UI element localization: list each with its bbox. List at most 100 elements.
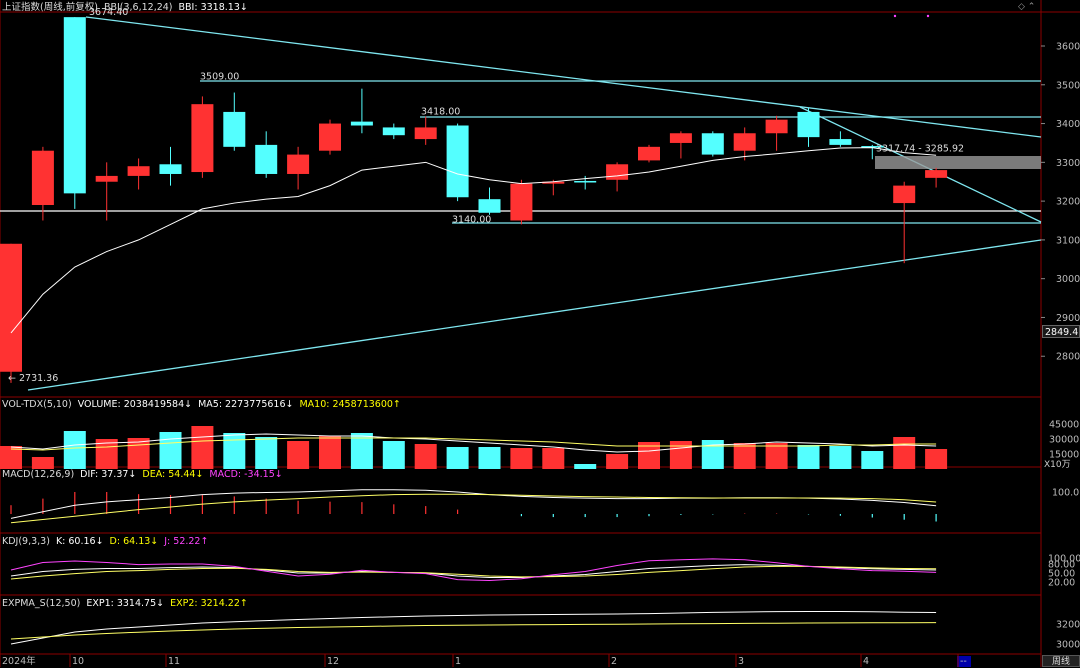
price-tick-label: 3400 bbox=[1056, 119, 1080, 130]
volume-bar bbox=[319, 436, 341, 469]
vol-ma10-value: MA10: 2458713600↑ bbox=[299, 399, 401, 410]
vol-ma5-line bbox=[10, 433, 937, 453]
candle-body bbox=[606, 164, 629, 180]
expma-exp1-value: EXP1: 3314.75↓ bbox=[86, 598, 165, 609]
kdj-j-line bbox=[10, 558, 937, 582]
kdj-tick-label: 50.00 bbox=[1048, 569, 1075, 580]
macd-dif-value: DIF: 37.37↓ bbox=[80, 469, 137, 480]
time-cursor-marker bbox=[957, 656, 971, 667]
price-zone-box bbox=[875, 156, 1041, 169]
time-axis-label: 10 bbox=[72, 656, 84, 667]
kdj-j-value: J: 52.22↑ bbox=[164, 536, 209, 547]
volume-panel[interactable] bbox=[0, 426, 948, 469]
price-tick-label: 2800 bbox=[1056, 352, 1080, 363]
vol-volume-value: VOLUME: 2038419584↓ bbox=[77, 399, 193, 410]
kdj-tick-label: 100.00 bbox=[1048, 554, 1080, 565]
price-panel[interactable]: 3674.40 3509.00 3418.00 3140.00 3317.74 - 32… bbox=[0, 7, 1042, 391]
volume-tick-label: 45000 bbox=[1049, 420, 1079, 431]
volume-tick-label: 15000 bbox=[1049, 450, 1079, 461]
macd-macd-value: MACD: -34.15↓ bbox=[209, 469, 283, 480]
volume-bar bbox=[829, 446, 852, 469]
time-axis-label: 12 bbox=[327, 656, 339, 667]
expma-panel[interactable] bbox=[10, 611, 937, 645]
volume-bar bbox=[701, 440, 724, 469]
trend-line bbox=[27, 239, 1042, 391]
volume-bar bbox=[0, 446, 22, 469]
kdj-tick-label: 80.00 bbox=[1048, 560, 1075, 571]
candle-body bbox=[255, 144, 278, 174]
volume-bar bbox=[478, 447, 501, 469]
volume-bar bbox=[893, 437, 916, 469]
bbi-indicator-label: BBI(3,6,12,24) bbox=[103, 2, 173, 13]
candle-body bbox=[223, 111, 246, 147]
candle-body bbox=[63, 17, 86, 194]
price-header: 上证指数(周线,前复权) BBI(3,6,12,24) BBI: 3318.13↓ bbox=[2, 2, 254, 14]
expma-header: EXPMA_S(12,50) EXP1: 3314.75↓ EXP2: 3214.2… bbox=[2, 598, 254, 610]
candle-body bbox=[159, 164, 182, 174]
expma-exp1-line bbox=[10, 611, 937, 645]
volume-bar bbox=[287, 441, 310, 469]
candle-body bbox=[191, 104, 214, 173]
price-annotation: 3674.40 bbox=[89, 7, 128, 18]
axis-labels: 3600 3500 3400 3300 3200 3100 3000 2900 2800 4500… bbox=[0, 42, 1080, 667]
volume-bar bbox=[765, 443, 788, 469]
volume-bar bbox=[382, 441, 405, 469]
candle-body bbox=[542, 181, 565, 184]
macd-panel[interactable] bbox=[10, 489, 937, 524]
volume-bar bbox=[223, 433, 246, 469]
candle-body bbox=[319, 123, 341, 151]
volume-header: VOL-TDX(5,10) VOLUME: 2038419584↓ MA5: 227… bbox=[2, 399, 407, 411]
volume-bar bbox=[191, 426, 214, 469]
kdj-header: KDJ(9,3,3) K: 60.16↓ D: 64.13↓ J: 52.22↑ bbox=[2, 536, 214, 548]
kdj-indicator-name: KDJ(9,3,3) bbox=[2, 536, 50, 547]
volume-bar bbox=[797, 445, 820, 469]
volume-bar bbox=[414, 444, 437, 469]
volume-tick-label: 30000 bbox=[1049, 435, 1079, 446]
candle-body bbox=[287, 154, 310, 174]
candle-body bbox=[0, 243, 22, 372]
bbi-value: BBI: 3318.13↓ bbox=[178, 2, 248, 13]
candle-body bbox=[701, 133, 724, 155]
macd-dea-line bbox=[10, 493, 937, 524]
expma-tick-label: 3000 bbox=[1056, 640, 1080, 651]
candle-body bbox=[893, 185, 916, 204]
candle-body bbox=[829, 139, 852, 145]
kdj-d-line bbox=[10, 565, 937, 580]
vol-indicator-name: VOL-TDX(5,10) bbox=[2, 399, 72, 410]
header-controls[interactable]: ◇ ⌃ bbox=[1018, 2, 1036, 12]
candle-body bbox=[414, 127, 437, 140]
candle-body bbox=[510, 183, 533, 221]
marker-dot bbox=[926, 14, 930, 18]
volume-bar bbox=[446, 447, 469, 469]
macd-header: MACD(12,26,9) DIF: 37.37↓ DEA: 54.44↓ MACD:… bbox=[2, 469, 289, 481]
volume-bar bbox=[350, 433, 373, 469]
candle-body bbox=[446, 125, 469, 198]
time-axis-label: 1 bbox=[455, 656, 461, 667]
time-axis-label: 2024年 bbox=[2, 655, 36, 667]
volume-bar bbox=[63, 431, 86, 469]
price-tick-label: 3200 bbox=[1056, 197, 1080, 208]
period-button[interactable]: 周线 bbox=[1042, 655, 1080, 667]
vol-ma5-value: MA5: 2273775616↓ bbox=[198, 399, 294, 410]
kdj-d-value: D: 64.13↓ bbox=[109, 536, 159, 547]
macd-tick-label: 100.0 bbox=[1052, 488, 1079, 499]
vol-ma10-line bbox=[10, 437, 937, 451]
kdj-panel[interactable] bbox=[10, 558, 937, 582]
marker-dot bbox=[893, 14, 897, 18]
price-annotation: 3140.00 bbox=[452, 214, 491, 225]
volume-bar bbox=[861, 451, 884, 469]
candle-body bbox=[478, 199, 501, 213]
candle-body bbox=[925, 170, 948, 178]
volume-bar bbox=[31, 457, 54, 469]
candle-body bbox=[861, 146, 884, 148]
candle-body bbox=[797, 111, 820, 138]
price-annotation: 3418.00 bbox=[421, 107, 460, 118]
volume-bar bbox=[510, 448, 533, 469]
candle-body bbox=[127, 166, 150, 176]
volume-bar bbox=[542, 448, 565, 469]
volume-bar bbox=[255, 437, 278, 469]
price-tick-label: 2900 bbox=[1056, 313, 1080, 324]
time-axis-label: 11 bbox=[168, 656, 180, 667]
